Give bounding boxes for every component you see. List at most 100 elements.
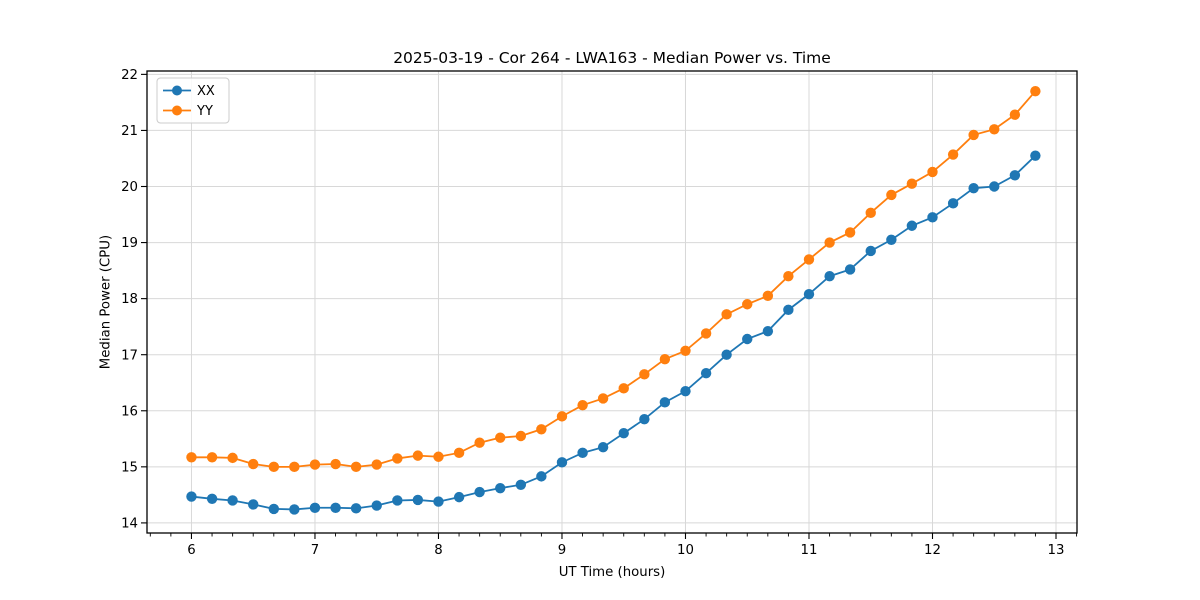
data-point-yy	[700, 328, 712, 339]
data-point-yy	[453, 447, 465, 459]
x-tick-label: 6	[187, 543, 195, 558]
data-point-yy	[927, 166, 938, 178]
data-point-xx	[865, 245, 876, 257]
legend-item-xx: XX	[163, 84, 215, 99]
data-point-xx	[803, 288, 815, 300]
data-point-yy	[865, 207, 876, 219]
data-point-xx	[495, 482, 506, 494]
data-point-xx	[206, 493, 218, 504]
data-point-xx	[556, 457, 568, 468]
data-point-xx	[227, 495, 238, 506]
x-tick-label: 9	[558, 543, 566, 558]
data-point-xx	[515, 479, 527, 490]
y-axis: 14 15 16 17 18 19 20 21 22	[121, 68, 147, 532]
data-point-yy	[433, 451, 444, 462]
data-point-yy	[947, 149, 959, 160]
x-tick-label: 7	[311, 543, 319, 558]
data-point-xx	[597, 442, 609, 453]
data-point-yy	[268, 461, 280, 473]
data-point-xx	[433, 496, 444, 507]
data-point-yy	[186, 452, 197, 463]
data-point-yy	[1030, 85, 1041, 97]
data-point-xx	[186, 491, 197, 502]
plot-area	[146, 70, 1078, 534]
data-point-yy	[371, 459, 382, 470]
data-point-yy	[495, 432, 506, 443]
legend-item-yy: YY	[163, 104, 213, 119]
data-point-yy	[906, 178, 918, 189]
data-point-xx	[309, 502, 321, 513]
y-tick-label: 20	[121, 180, 138, 195]
data-point-yy	[989, 124, 1000, 135]
data-point-xx	[1009, 170, 1021, 181]
data-point-yy	[350, 461, 362, 473]
y-tick-label: 17	[121, 348, 138, 363]
data-point-yy	[968, 129, 979, 141]
data-point-xx	[989, 181, 1000, 192]
data-point-yy	[597, 393, 609, 404]
legend: XX YY	[156, 77, 230, 124]
data-point-xx	[700, 368, 712, 379]
data-point-yy	[474, 437, 485, 448]
data-point-yy	[742, 299, 753, 310]
data-point-yy	[1009, 109, 1021, 120]
series-xx	[186, 150, 1041, 515]
data-point-xx	[968, 182, 979, 194]
data-point-xx	[268, 503, 280, 515]
data-point-yy	[721, 309, 732, 320]
y-tick-label: 16	[121, 404, 138, 419]
data-point-xx	[371, 500, 382, 511]
y-tick-label: 21	[121, 124, 138, 139]
y-tick-label: 22	[121, 68, 138, 83]
data-point-xx	[577, 447, 588, 459]
data-point-yy	[289, 461, 300, 473]
data-point-xx	[886, 234, 897, 245]
data-point-yy	[392, 453, 403, 464]
data-point-xx	[639, 413, 650, 425]
data-point-yy	[330, 458, 341, 470]
y-axis-label: Median Power (CPU)	[98, 234, 114, 370]
data-point-yy	[803, 254, 815, 265]
data-point-xx	[659, 397, 671, 408]
data-point-xx	[453, 491, 465, 503]
data-point-yy	[659, 353, 671, 365]
x-tick-label: 10	[677, 543, 694, 558]
data-point-yy	[639, 369, 650, 380]
data-point-yy	[618, 383, 629, 394]
data-point-xx	[783, 304, 794, 316]
data-point-yy	[886, 189, 897, 201]
data-point-yy	[536, 424, 547, 435]
data-point-yy	[783, 271, 794, 282]
data-point-xx	[844, 264, 856, 275]
data-point-xx	[248, 499, 259, 510]
data-point-xx	[330, 502, 341, 513]
data-point-xx	[412, 494, 424, 506]
data-point-xx	[536, 471, 547, 482]
data-point-xx	[289, 504, 300, 515]
data-point-xx	[474, 486, 485, 498]
y-tick-label: 15	[121, 460, 138, 475]
y-tick-label: 14	[121, 517, 138, 532]
data-point-xx	[742, 333, 753, 345]
data-point-yy	[412, 450, 424, 461]
data-point-yy	[577, 399, 588, 411]
x-tick-label: 12	[924, 543, 941, 558]
legend-label: XX	[197, 84, 215, 99]
x-axis-label: UT Time (hours)	[558, 565, 666, 580]
legend-label: YY	[196, 104, 213, 119]
data-point-xx	[927, 212, 938, 223]
data-point-yy	[248, 458, 259, 470]
data-point-xx	[824, 271, 835, 282]
data-point-yy	[556, 411, 568, 422]
data-point-yy	[206, 452, 218, 463]
data-point-xx	[762, 325, 774, 337]
data-point-yy	[309, 459, 321, 470]
data-point-xx	[947, 198, 959, 209]
y-tick-label: 18	[121, 292, 138, 307]
chart-title: 2025-03-19 - Cor 264 - LWA163 - Median P…	[393, 49, 831, 67]
data-point-xx	[618, 427, 629, 439]
data-point-xx	[350, 503, 362, 514]
data-point-xx	[721, 349, 732, 360]
